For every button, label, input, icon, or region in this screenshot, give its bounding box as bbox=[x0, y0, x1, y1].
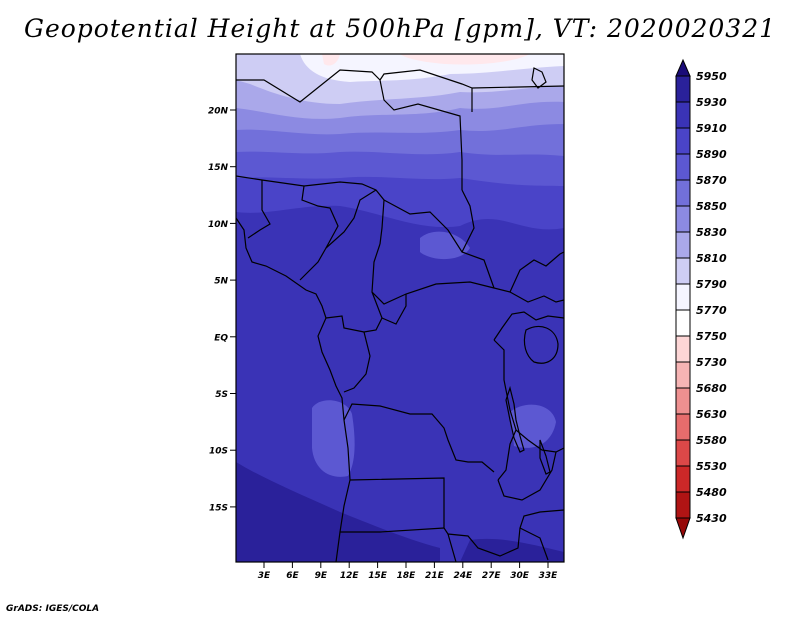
lon-tick-label: 15E bbox=[368, 571, 388, 581]
colorbar-level-label: 5530 bbox=[696, 460, 727, 473]
colorbar-legend: 5950 5930 5910 5890 5870 5850 5830 5810 5790 5770… bbox=[675, 58, 727, 540]
country-borders bbox=[236, 67, 564, 562]
colorbar-level-label: 5480 bbox=[696, 486, 727, 499]
colorbar-swatch bbox=[675, 335, 691, 363]
colorbar-swatch bbox=[675, 153, 691, 181]
lat-tick-label: 15S bbox=[209, 503, 228, 513]
colorbar-swatch bbox=[675, 101, 691, 129]
colorbar-level-label: 5810 bbox=[696, 252, 727, 265]
lon-tick-label: 24E bbox=[453, 571, 473, 581]
lon-tick-label: 21E bbox=[425, 571, 445, 581]
lon-tick-label: 33E bbox=[539, 571, 559, 581]
colorbar-level-label: 5830 bbox=[696, 226, 727, 239]
colorbar-level-label: 5680 bbox=[696, 382, 727, 395]
lat-tick-label: 15N bbox=[208, 163, 229, 173]
colorbar-swatch bbox=[675, 127, 691, 155]
contour-fill bbox=[236, 54, 564, 562]
lat-tick-label: EQ bbox=[214, 333, 228, 343]
colorbar-top-arrow bbox=[675, 58, 691, 77]
lon-tick-label: 3E bbox=[258, 571, 271, 581]
colorbar-level-label: 5790 bbox=[696, 278, 727, 291]
colorbar-level-label: 5890 bbox=[696, 148, 727, 161]
colorbar-swatch bbox=[675, 231, 691, 259]
colorbar-swatch bbox=[675, 283, 691, 311]
latitude-axis: 20N 15N 10N 5N EQ 5S 10S 15S bbox=[208, 107, 236, 513]
colorbar-swatch bbox=[675, 309, 691, 337]
colorbar-bottom-arrow bbox=[675, 517, 691, 540]
lon-tick-label: 18E bbox=[397, 571, 417, 581]
colorbar-swatch bbox=[675, 179, 691, 207]
map-frame bbox=[235, 53, 565, 563]
colorbar-level-label: 5910 bbox=[696, 122, 727, 135]
lat-tick-label: 10S bbox=[209, 447, 228, 457]
colorbar-level-label: 5930 bbox=[696, 96, 727, 109]
lon-tick-label: 12E bbox=[340, 571, 360, 581]
lon-tick-label: 30E bbox=[510, 571, 530, 581]
lon-tick-label: 27E bbox=[482, 571, 502, 581]
colorbar-level-label: 5950 bbox=[696, 70, 727, 83]
colorbar-level-label: 5580 bbox=[696, 434, 727, 447]
colorbar-swatch bbox=[675, 413, 691, 441]
colorbar-swatch bbox=[675, 205, 691, 233]
grads-credit: GrADS: IGES/COLA bbox=[6, 604, 100, 614]
colorbar-level-label: 5750 bbox=[696, 330, 727, 343]
colorbar-swatch bbox=[675, 361, 691, 389]
lat-tick-label: 5S bbox=[215, 390, 228, 400]
map-title: Geopotential Height at 500hPa [gpm], VT:… bbox=[23, 14, 777, 43]
colorbar-swatch bbox=[675, 387, 691, 415]
colorbar-level-label: 5870 bbox=[696, 174, 727, 187]
colorbar-swatch bbox=[675, 491, 691, 519]
colorbar-swatch bbox=[675, 439, 691, 467]
longitude-axis: 3E 6E 9E 12E 15E 18E 21E 24E 27E 30E 33E bbox=[258, 562, 558, 581]
colorbar-level-label: 5850 bbox=[696, 200, 727, 213]
lon-tick-label: 9E bbox=[315, 571, 328, 581]
colorbar-level-label: 5630 bbox=[696, 408, 727, 421]
colorbar-swatch bbox=[675, 465, 691, 493]
colorbar-level-label: 5730 bbox=[696, 356, 727, 369]
colorbar-level-label: 5770 bbox=[696, 304, 727, 317]
lon-tick-label: 6E bbox=[286, 571, 299, 581]
lat-tick-label: 10N bbox=[208, 220, 229, 230]
colorbar-swatch bbox=[675, 257, 691, 285]
colorbar-level-label: 5430 bbox=[696, 512, 727, 525]
lat-tick-label: 20N bbox=[208, 107, 229, 117]
lat-tick-label: 5N bbox=[214, 277, 228, 287]
colorbar-swatch bbox=[675, 75, 691, 103]
